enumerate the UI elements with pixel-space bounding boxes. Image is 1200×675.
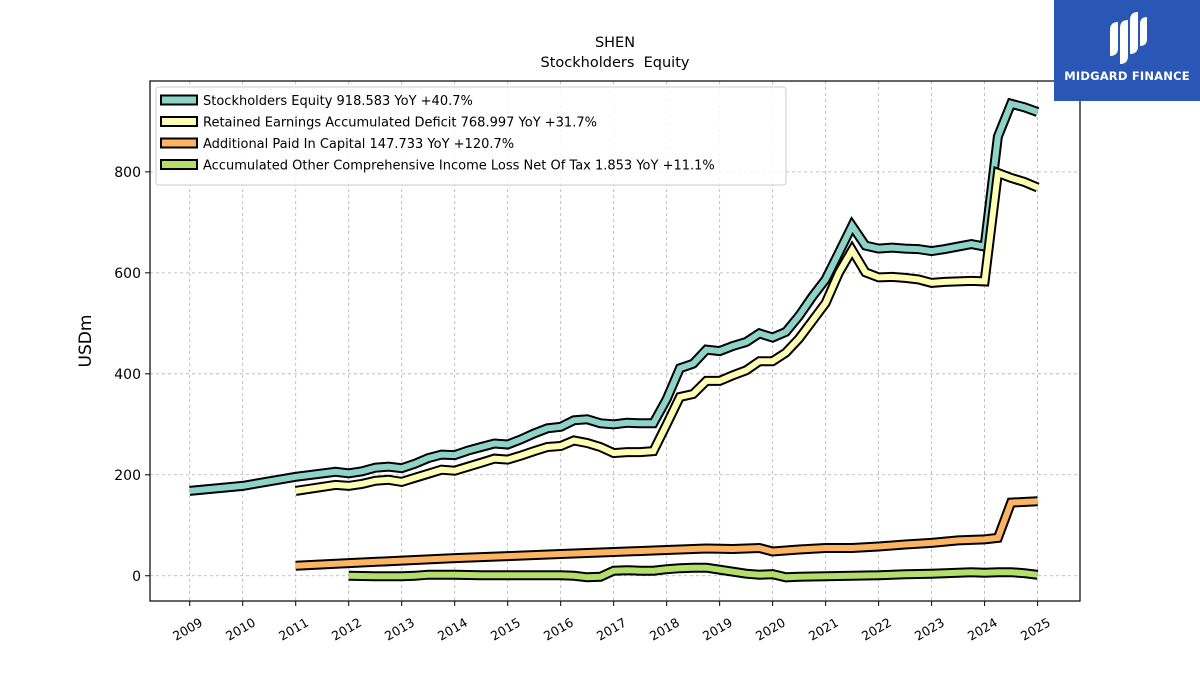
series-line-0 bbox=[189, 100, 1039, 494]
x-tick-label: 2023 bbox=[912, 615, 947, 644]
y-axis-label: USDm bbox=[76, 315, 96, 368]
x-tick-label: 2020 bbox=[753, 615, 788, 644]
legend: Stockholders Equity 918.583 YoY +40.7% Re… bbox=[155, 86, 787, 186]
brand-logo-icon bbox=[1110, 12, 1147, 64]
x-tick-label: 2017 bbox=[594, 615, 629, 644]
legend-swatch bbox=[160, 137, 198, 149]
plot-frame bbox=[149, 80, 1081, 602]
chart-subtitle: Stockholders Equity bbox=[541, 55, 690, 71]
x-tick-label: 2018 bbox=[647, 615, 682, 644]
y-tick-label: 600 bbox=[114, 266, 141, 282]
y-tick-label: 400 bbox=[114, 367, 141, 383]
brand-name: MIDGARD FINANCE bbox=[1064, 69, 1190, 83]
legend-label: Stockholders Equity 918.583 YoY +40.7% bbox=[203, 94, 473, 109]
y-tick-label: 200 bbox=[114, 468, 141, 484]
legend-box bbox=[155, 86, 787, 186]
x-tick-label: 2021 bbox=[806, 615, 841, 644]
legend-label: Additional Paid In Capital 147.733 YoY +… bbox=[203, 137, 514, 152]
brand-logo: MIDGARD FINANCE bbox=[1054, 0, 1200, 101]
x-tick-label: 2012 bbox=[329, 615, 364, 644]
x-tick-label: 2010 bbox=[223, 615, 258, 644]
x-tick-label: 2019 bbox=[700, 615, 735, 644]
x-tick-label: 2022 bbox=[859, 615, 894, 644]
x-tick-label: 2009 bbox=[170, 615, 205, 644]
chart-title: SHEN bbox=[595, 35, 635, 51]
legend-swatch bbox=[160, 159, 198, 170]
y-tick-label: 0 bbox=[132, 569, 141, 585]
legend-label: Accumulated Other Comprehensive Income L… bbox=[203, 159, 715, 174]
x-tick-label: 2025 bbox=[1018, 615, 1053, 644]
legend-label: Retained Earnings Accumulated Deficit 76… bbox=[203, 116, 597, 131]
x-tick-label: 2015 bbox=[488, 615, 523, 644]
legend-swatch bbox=[160, 116, 198, 127]
x-tick-label: 2013 bbox=[382, 615, 417, 644]
x-tick-label: 2016 bbox=[541, 615, 576, 644]
series-line-1 bbox=[295, 168, 1039, 494]
series-line-3 bbox=[348, 564, 1038, 581]
legend-swatch bbox=[160, 94, 198, 106]
y-tick-label: 800 bbox=[114, 165, 141, 181]
x-tick-label: 2024 bbox=[965, 615, 1000, 644]
x-tick-label: 2014 bbox=[435, 615, 470, 644]
x-tick-label: 2011 bbox=[276, 615, 311, 644]
series-line-2 bbox=[295, 498, 1038, 569]
series-lines bbox=[189, 97, 1040, 583]
